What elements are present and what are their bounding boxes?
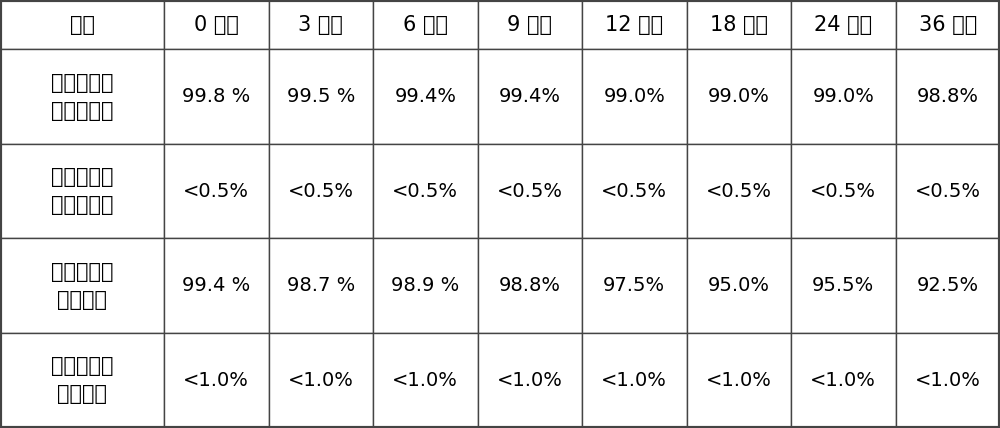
Text: 3 个月: 3 个月 [298, 15, 343, 35]
Text: <1.0%: <1.0% [497, 371, 563, 390]
Text: 检查: 检查 [70, 15, 95, 35]
Text: 99.4%: 99.4% [394, 87, 456, 106]
Text: 99.0%: 99.0% [603, 87, 665, 106]
Bar [269, 0, 373, 49]
Text: 99.8 %: 99.8 % [182, 87, 250, 106]
Bar [582, 144, 687, 238]
Bar [896, 49, 1000, 144]
Text: 市售注射液
含量测定: 市售注射液 含量测定 [51, 262, 113, 310]
Text: 95.0%: 95.0% [708, 276, 770, 295]
Text: 98.8%: 98.8% [499, 276, 561, 295]
Text: 98.7 %: 98.7 % [287, 276, 355, 295]
Text: 98.8%: 98.8% [917, 87, 979, 106]
Text: 95.5%: 95.5% [812, 276, 874, 295]
Bar [791, 333, 896, 428]
Text: <0.5%: <0.5% [288, 181, 354, 201]
Bar [791, 0, 896, 49]
Text: 0 个月: 0 个月 [194, 15, 239, 35]
Bar [687, 49, 791, 144]
Text: <0.5%: <0.5% [392, 181, 458, 201]
Bar [896, 238, 1000, 333]
Bar [478, 333, 582, 428]
Text: 99.4 %: 99.4 % [182, 276, 250, 295]
Bar [269, 49, 373, 144]
Text: 9 个月: 9 个月 [507, 15, 552, 35]
Bar [478, 0, 582, 49]
Bar [687, 238, 791, 333]
Text: <0.5%: <0.5% [183, 181, 249, 201]
Bar [373, 333, 478, 428]
Text: <1.0%: <1.0% [183, 371, 249, 390]
Bar [373, 49, 478, 144]
Bar [791, 144, 896, 238]
Text: 92.5%: 92.5% [917, 276, 979, 295]
Bar [0, 333, 164, 428]
Bar [164, 49, 269, 144]
Bar [582, 49, 687, 144]
Text: <0.5%: <0.5% [810, 181, 876, 201]
Bar [269, 333, 373, 428]
Text: 本发明注射
液含量测定: 本发明注射 液含量测定 [51, 72, 113, 121]
Bar [687, 0, 791, 49]
Bar [164, 238, 269, 333]
Text: 98.9 %: 98.9 % [391, 276, 459, 295]
Bar [0, 238, 164, 333]
Bar [164, 0, 269, 49]
Text: 99.4%: 99.4% [499, 87, 561, 106]
Bar [791, 49, 896, 144]
Bar [373, 0, 478, 49]
Text: <1.0%: <1.0% [915, 371, 981, 390]
Bar [582, 333, 687, 428]
Text: 99.0%: 99.0% [812, 87, 874, 106]
Text: 12 个月: 12 个月 [605, 15, 663, 35]
Text: <0.5%: <0.5% [497, 181, 563, 201]
Bar [896, 333, 1000, 428]
Bar [478, 238, 582, 333]
Text: <0.5%: <0.5% [706, 181, 772, 201]
Text: <1.0%: <1.0% [288, 371, 354, 390]
Text: 97.5%: 97.5% [603, 276, 665, 295]
Text: 市售注射液
总杂质量: 市售注射液 总杂质量 [51, 357, 113, 404]
Text: <0.5%: <0.5% [915, 181, 981, 201]
Text: <1.0%: <1.0% [810, 371, 876, 390]
Bar [0, 0, 164, 49]
Text: <0.5%: <0.5% [601, 181, 667, 201]
Bar [373, 144, 478, 238]
Bar [896, 144, 1000, 238]
Text: 18 个月: 18 个月 [710, 15, 768, 35]
Bar [478, 144, 582, 238]
Text: <1.0%: <1.0% [601, 371, 667, 390]
Text: <1.0%: <1.0% [706, 371, 772, 390]
Bar [0, 144, 164, 238]
Bar [582, 238, 687, 333]
Text: 99.5 %: 99.5 % [287, 87, 355, 106]
Bar [373, 238, 478, 333]
Text: 本发明注射
液总杂质量: 本发明注射 液总杂质量 [51, 167, 113, 215]
Bar [896, 0, 1000, 49]
Bar [0, 49, 164, 144]
Bar [269, 144, 373, 238]
Text: 24 个月: 24 个月 [814, 15, 872, 35]
Bar [478, 49, 582, 144]
Bar [164, 144, 269, 238]
Bar [791, 238, 896, 333]
Text: 6 个月: 6 个月 [403, 15, 448, 35]
Text: 99.0%: 99.0% [708, 87, 770, 106]
Bar [269, 238, 373, 333]
Bar [164, 333, 269, 428]
Bar [582, 0, 687, 49]
Bar [687, 333, 791, 428]
Text: <1.0%: <1.0% [392, 371, 458, 390]
Text: 36 个月: 36 个月 [919, 15, 977, 35]
Bar [687, 144, 791, 238]
